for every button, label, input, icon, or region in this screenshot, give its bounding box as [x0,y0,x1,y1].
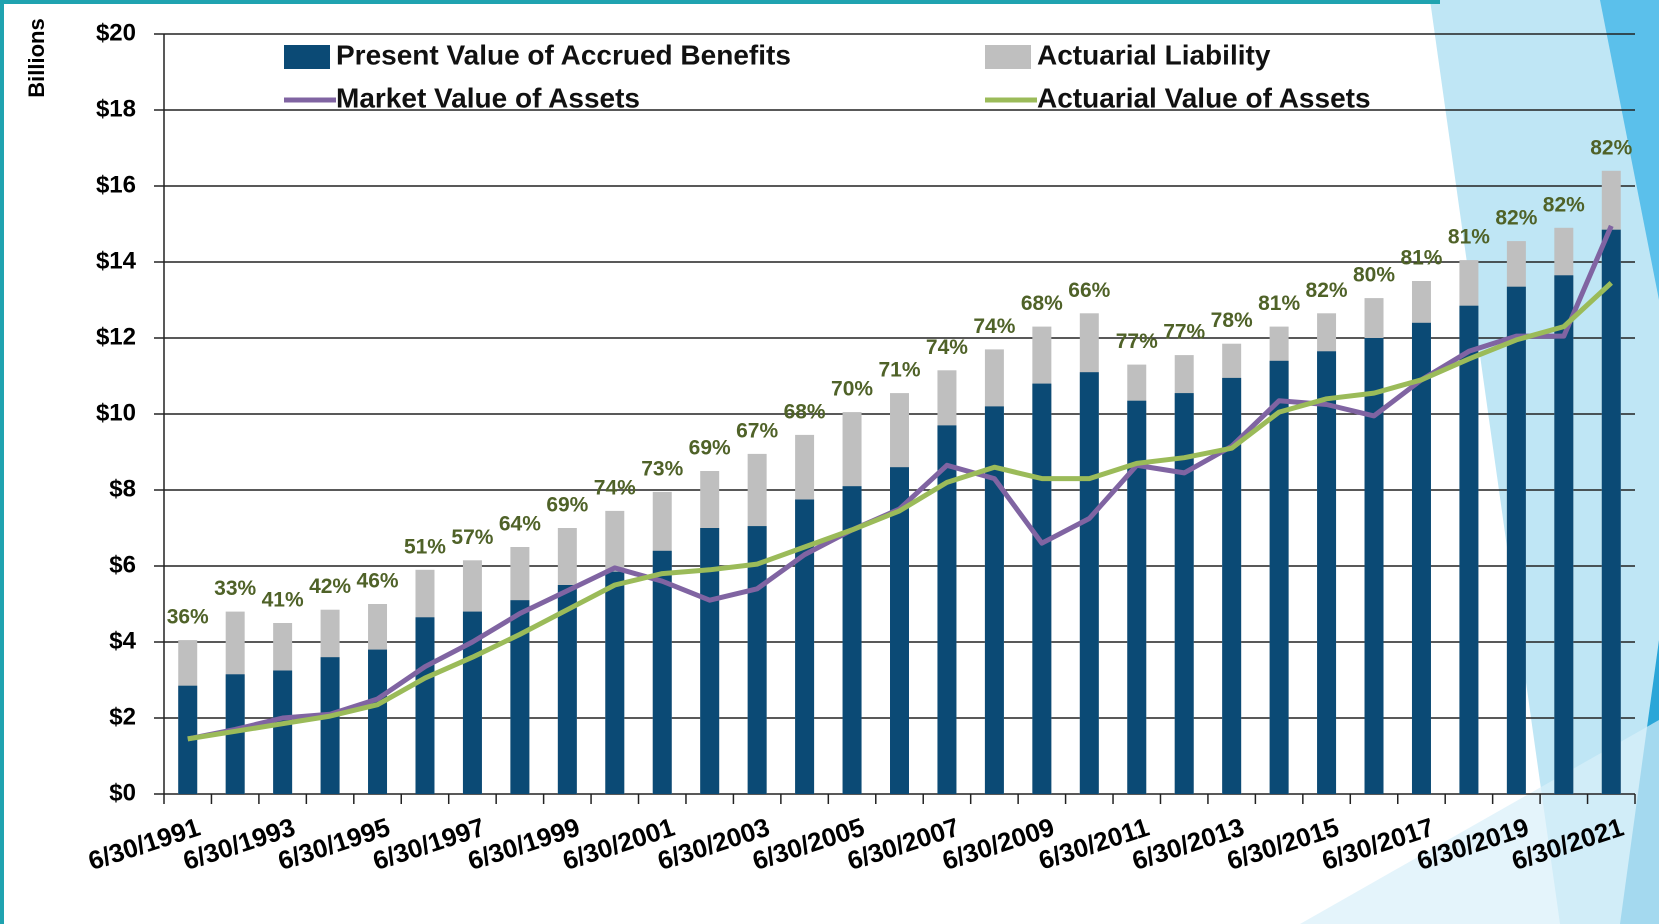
bar [1127,401,1146,794]
y-tick-label: $16 [96,171,136,198]
bar [321,657,340,794]
funded-ratio-label: 69% [546,494,588,517]
funded-ratio-label: 64% [499,513,541,536]
bar [1270,361,1289,794]
y-tick-label: $20 [96,19,136,46]
bar [415,617,434,794]
funded-ratio-label: 82% [1306,279,1348,302]
funded-ratio-label: 57% [451,526,493,549]
funded-ratio-label: 41% [262,589,304,612]
legend-label: Present Value of Accrued Benefits [336,39,791,70]
y-tick-label: $4 [109,627,136,654]
funded-ratio-label: 33% [214,577,256,600]
y-tick-label: $10 [96,399,136,426]
bar [1317,351,1336,794]
y-tick-label: $2 [109,703,136,730]
funded-ratio-label: 77% [1116,330,1158,353]
bar [1602,230,1621,794]
bar [1032,384,1051,794]
legend-swatch [284,45,330,69]
funded-ratio-label: 77% [1163,321,1205,344]
legend-swatch [985,45,1031,69]
funded-ratio-label: 36% [167,606,209,629]
funded-ratio-label: 82% [1590,136,1632,159]
funded-ratio-label: 74% [594,476,636,499]
bar [1507,287,1526,794]
bar [1175,393,1194,794]
funded-ratio-label: 67% [736,419,778,442]
legend-label: Actuarial Liability [1037,39,1271,70]
funded-ratio-label: 82% [1543,193,1585,216]
bar [1554,275,1573,794]
funded-ratio-label: 74% [973,315,1015,338]
funded-ratio-label: 46% [357,570,399,593]
y-axis-label: Billions [24,18,49,97]
funded-ratio-label: 74% [926,336,968,359]
bar [273,671,292,795]
chart: Billions $0$2$4$6$8$10$12$14$16$18$206/3… [0,0,1659,924]
funded-ratio-label: 81% [1400,247,1442,270]
y-tick-label: $18 [96,95,136,122]
y-tick-label: $12 [96,323,136,350]
funded-ratio-label: 80% [1353,264,1395,287]
funded-ratio-label: 66% [1068,279,1110,302]
bar [1080,372,1099,794]
legend-label: Market Value of Assets [336,82,640,113]
funded-ratio-label: 68% [1021,292,1063,315]
bar [1459,306,1478,794]
bar [558,585,577,794]
y-tick-label: $6 [109,551,136,578]
funded-ratio-label: 73% [641,457,683,480]
funded-ratio-label: 68% [784,400,826,423]
bar [653,551,672,794]
bar [985,406,1004,794]
bar [605,572,624,794]
bar [1365,338,1384,794]
bar [368,650,387,794]
y-tick-label: $14 [96,247,137,274]
funded-ratio-label: 71% [878,359,920,382]
funded-ratio-label: 78% [1211,309,1253,332]
bar [1412,323,1431,794]
legend-label: Actuarial Value of Assets [1037,82,1371,113]
funded-ratio-label: 81% [1448,226,1490,249]
funded-ratio-label: 70% [831,378,873,401]
funded-ratio-label: 82% [1495,207,1537,230]
y-tick-label: $8 [109,475,136,502]
funded-ratio-label: 81% [1258,292,1300,315]
y-tick-label: $0 [109,779,136,806]
funded-ratio-label: 51% [404,535,446,558]
funded-ratio-label: 42% [309,575,351,598]
funded-ratio-label: 69% [689,437,731,460]
